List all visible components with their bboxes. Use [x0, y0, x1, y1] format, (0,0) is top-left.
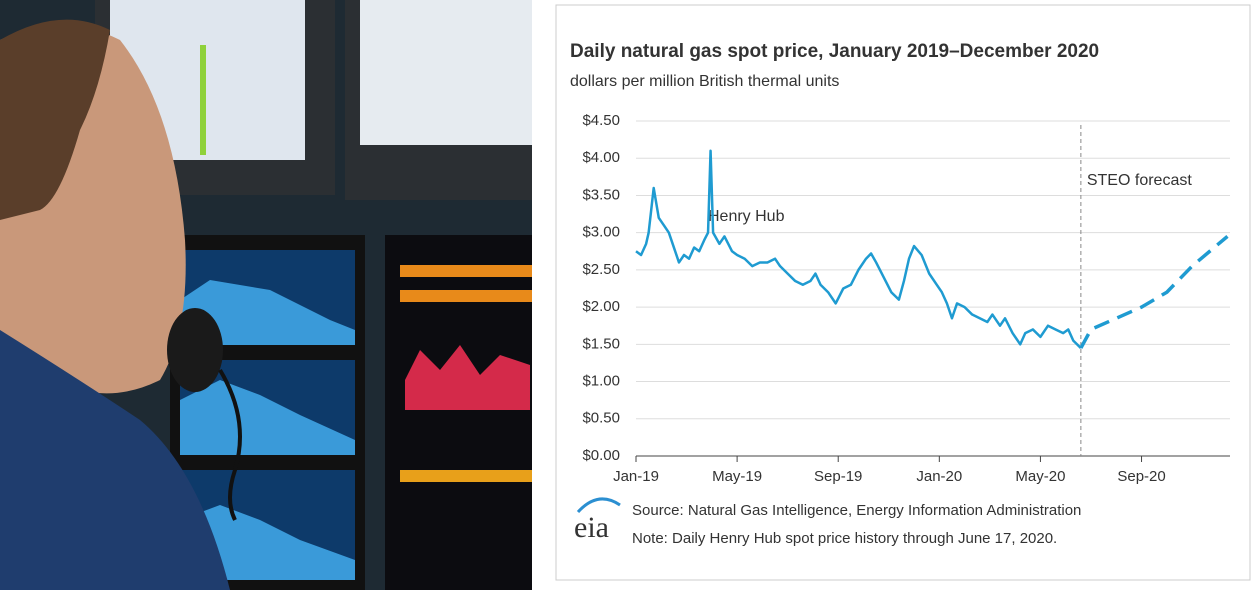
- trader-photo: [0, 0, 532, 590]
- note: Note: Daily Henry Hub spot price history…: [632, 530, 1057, 547]
- y-tick-label: $4.50: [582, 112, 620, 129]
- y-tick-label: $1.50: [582, 335, 620, 352]
- x-tick-label: May-20: [1015, 468, 1065, 485]
- x-tick-label: Sep-20: [1117, 468, 1165, 485]
- y-tick-label: $3.50: [582, 186, 620, 203]
- chart: Daily natural gas spot price, January 20…: [555, 4, 1251, 581]
- y-tick-label: $2.50: [582, 261, 620, 278]
- series-label: STEO forecast: [1087, 172, 1192, 189]
- chart-frame: [555, 4, 1251, 581]
- x-tick-label: May-19: [712, 468, 762, 485]
- source: Source: Natural Gas Intelligence, Energy…: [632, 502, 1081, 519]
- logo: eia: [574, 511, 609, 544]
- x-tick-label: Sep-19: [814, 468, 862, 485]
- y-tick-label: $1.00: [582, 373, 620, 390]
- logo-arc: [576, 497, 621, 514]
- y-tick-label: $2.00: [582, 298, 620, 315]
- y-tick-label: $0.00: [582, 447, 620, 464]
- series-line: [635, 149, 1082, 349]
- x-tick-label: Jan-20: [916, 468, 962, 485]
- series-line: [1079, 235, 1229, 349]
- series-label: Henry Hub: [708, 208, 785, 225]
- chart-title: Daily natural gas spot price, January 20…: [570, 41, 1099, 62]
- y-tick-label: $4.00: [582, 149, 620, 166]
- y-tick-label: $0.50: [582, 410, 620, 427]
- y-tick-label: $3.00: [582, 224, 620, 241]
- chart-subtitle: dollars per million British thermal unit…: [570, 73, 839, 90]
- x-tick-label: Jan-19: [613, 468, 659, 485]
